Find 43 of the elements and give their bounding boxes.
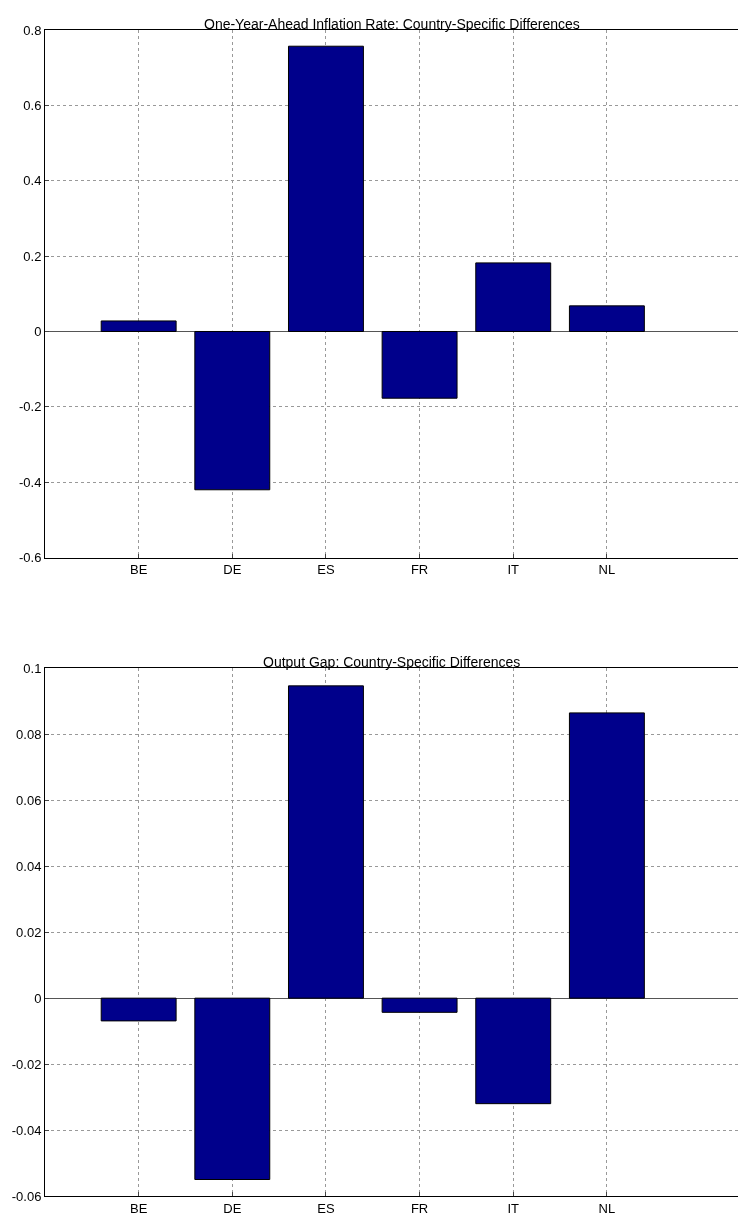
x-tick-label: IT	[507, 562, 520, 578]
bar	[100, 320, 177, 332]
bar	[475, 997, 552, 1105]
x-tick-label: NL	[598, 1200, 616, 1216]
x-tick-label: DE	[223, 1200, 242, 1216]
bar	[568, 305, 645, 332]
x-tick-label: IT	[507, 1200, 520, 1216]
x-tick-label: BE	[129, 1200, 148, 1216]
y-tick-label: 0.06	[16, 792, 42, 808]
y-tick-label: -0.6	[18, 550, 42, 566]
y-tick-label: 0.04	[16, 858, 42, 874]
x-tick-label: DE	[223, 562, 242, 578]
x-tick-label: FR	[410, 1200, 429, 1216]
y-tick-label: 0.4	[23, 173, 42, 189]
y-tick-label: 0.08	[16, 726, 42, 742]
y-tick-label: 0	[34, 990, 42, 1006]
y-tick-label: 0.02	[16, 924, 42, 940]
y-tick-label: -0.02	[11, 1056, 42, 1072]
x-tick-label: ES	[317, 1200, 335, 1216]
y-tick-label: 0.1	[23, 660, 42, 676]
x-tick-label: NL	[598, 562, 616, 578]
y-tick-label: 0.2	[23, 248, 42, 264]
y-tick-label: -0.2	[18, 399, 42, 415]
bar	[100, 997, 177, 1022]
bar	[287, 685, 364, 999]
y-tick-label: -0.06	[11, 1188, 42, 1204]
bar	[194, 997, 271, 1181]
bar	[381, 330, 458, 399]
bar	[287, 45, 364, 332]
chart-title: One-Year-Ahead Inflation Rate: Country-Specific Differences	[204, 16, 580, 32]
y-tick-label: 0	[34, 324, 42, 340]
bar	[475, 262, 552, 332]
bar	[381, 997, 458, 1013]
chart-title: Output Gap: Country-Specific Differences	[263, 654, 521, 670]
y-tick-label: -0.04	[11, 1122, 42, 1138]
x-tick-label: ES	[317, 562, 335, 578]
x-tick-label: FR	[410, 562, 429, 578]
bar	[568, 712, 645, 999]
y-tick-label: -0.4	[18, 474, 42, 490]
x-tick-label: BE	[129, 562, 148, 578]
bar	[194, 330, 271, 491]
y-tick-label: 0.8	[23, 22, 42, 38]
y-tick-label: 0.6	[23, 97, 42, 113]
